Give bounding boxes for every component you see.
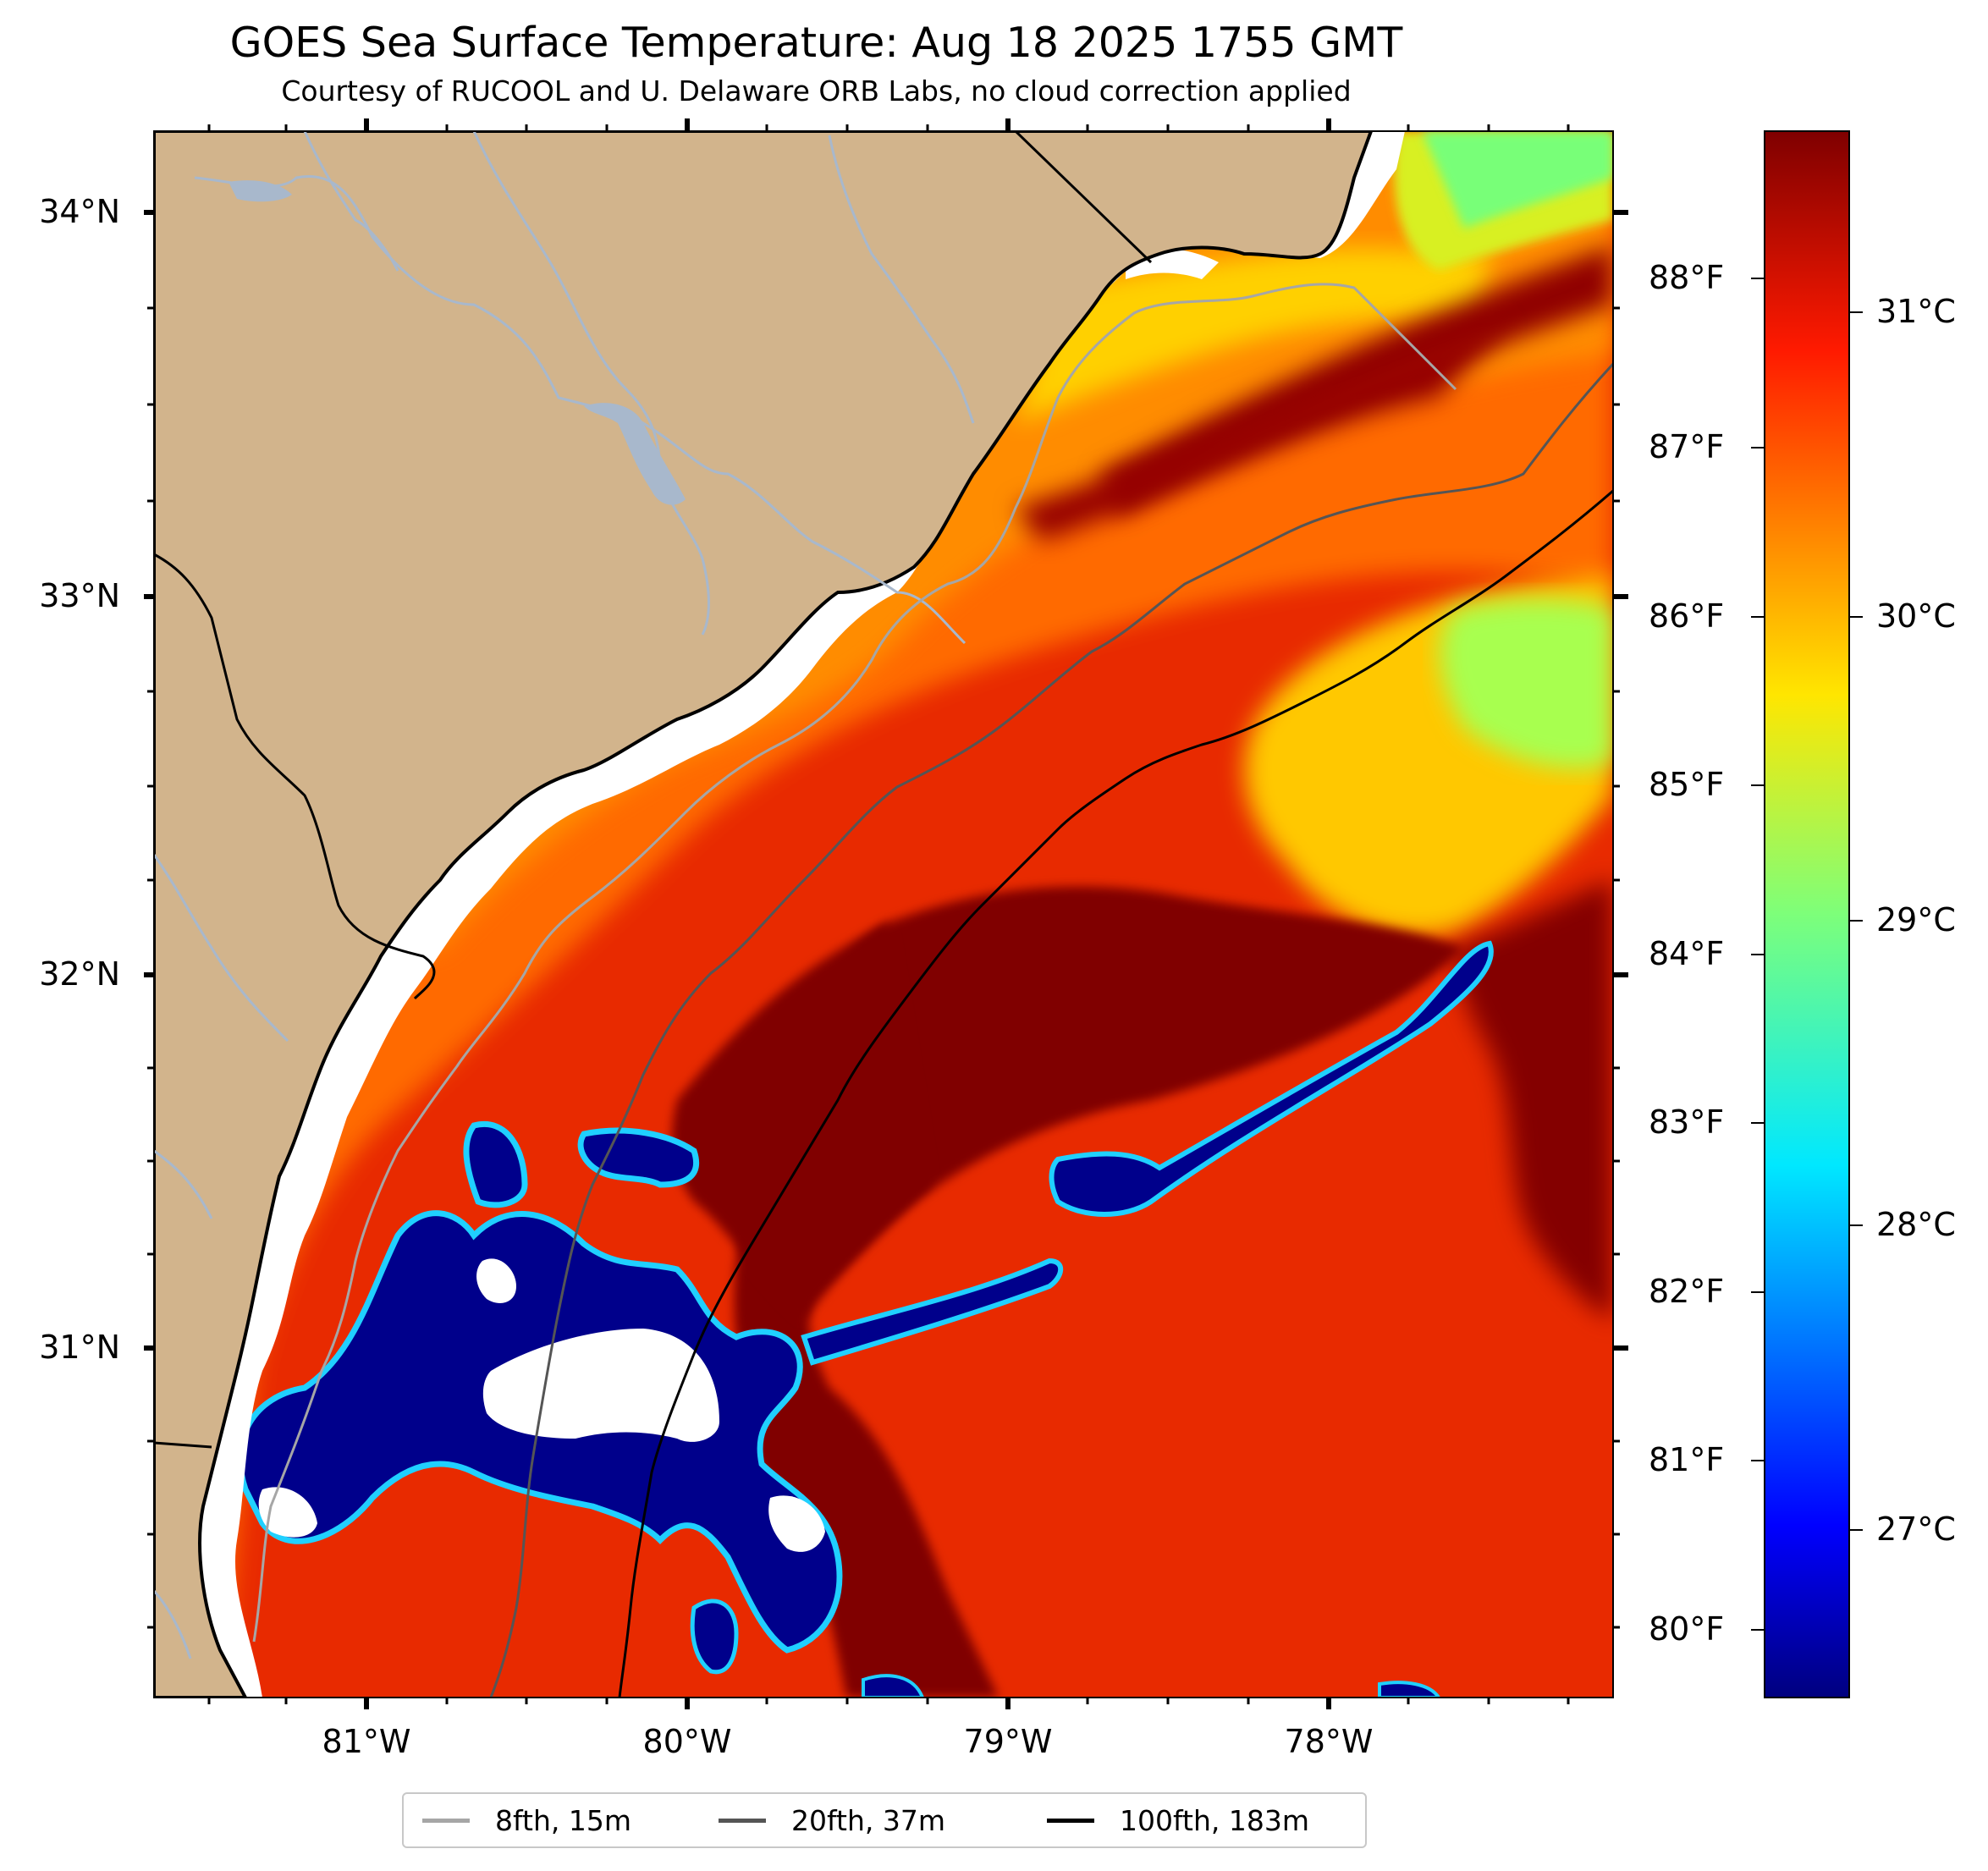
- lat-label-33: 33°N: [39, 577, 120, 614]
- state-borders: [154, 131, 1153, 1449]
- isobath-20fth: [489, 362, 1613, 1698]
- gulf-stream-core: [734, 886, 1464, 1698]
- cloud-patch-3: [768, 1495, 825, 1552]
- cbar-c-27: 27°C: [1876, 1511, 1956, 1548]
- eddy-green-core: [1440, 599, 1613, 768]
- lake-marion: [584, 403, 686, 505]
- cloud-patch-1: [476, 1258, 516, 1303]
- river-2: [303, 131, 399, 272]
- cbar-f-80: 80°F: [1649, 1610, 1725, 1648]
- lat-label-31: 31°N: [39, 1329, 120, 1366]
- border-sc-ga: [154, 553, 436, 1000]
- isobaths: [252, 283, 1613, 1698]
- cbar-c-30: 30°C: [1876, 597, 1956, 635]
- legend-label-20fth: 20fth, 37m: [791, 1803, 945, 1837]
- coastal-yellow-water: [1016, 248, 1490, 423]
- minor-ticks: [147, 124, 1620, 1704]
- lat-label-32: 32°N: [39, 955, 120, 993]
- cold-patch-small-north: [463, 1121, 528, 1208]
- figure-title: GOES Sea Surface Temperature: Aug 18 202…: [229, 19, 1403, 67]
- cbar-c-28: 28°C: [1876, 1206, 1956, 1243]
- border-nc-sc: [1014, 131, 1153, 264]
- cbar-f-86: 86°F: [1649, 597, 1725, 635]
- lon-label-78: 78°W: [1284, 1723, 1374, 1760]
- cbar-c-29: 29°C: [1876, 901, 1956, 938]
- lon-label-79: 79°W: [963, 1723, 1053, 1760]
- legend-swatch-100fth: [1047, 1818, 1094, 1823]
- colorbar-ticks: [1751, 278, 1863, 1631]
- lon-label-80: 80°W: [642, 1723, 732, 1760]
- river-6: [154, 1149, 213, 1219]
- lat-label-34: 34°N: [39, 193, 120, 230]
- legend-label-8fth: 8fth, 15m: [495, 1803, 632, 1837]
- cbar-f-82: 82°F: [1649, 1273, 1725, 1310]
- lake-north: [229, 180, 292, 202]
- no-data-areas: [258, 248, 1219, 1552]
- legend-label-100fth: 100fth, 183m: [1120, 1803, 1309, 1837]
- land-mass: [154, 131, 1374, 1698]
- cbar-f-88: 88°F: [1649, 259, 1725, 296]
- gulf-stream-streak-mid: [1016, 322, 1506, 542]
- legend-item-8fth: 8fth, 15m: [422, 1794, 631, 1846]
- legend-swatch-20fth: [719, 1818, 766, 1823]
- border-ga-fl: [154, 1441, 212, 1449]
- northeast-plume-green: [1422, 131, 1613, 228]
- cbar-f-85: 85°F: [1649, 766, 1725, 803]
- cold-filament-west: [801, 1257, 1064, 1366]
- gulf-stream-west-lobe: [672, 922, 931, 1320]
- river-3: [472, 131, 710, 636]
- legend-item-100fth: 100fth, 183m: [1047, 1794, 1309, 1846]
- cold-patch-north-center: [577, 1127, 700, 1188]
- gulf-stream-east: [1456, 880, 1613, 1320]
- cbar-f-81: 81°F: [1649, 1441, 1725, 1478]
- legend-swatch-8fth: [422, 1818, 470, 1823]
- cloud-patch-2: [482, 1329, 719, 1442]
- cbar-f-83: 83°F: [1649, 1103, 1725, 1141]
- cbar-f-87: 87°F: [1649, 428, 1725, 465]
- cold-patch-south: [690, 1599, 739, 1675]
- cbar-f-84: 84°F: [1649, 935, 1725, 972]
- isobath-legend: 8fth, 15m 20fth, 37m 100fth, 183m: [402, 1792, 1367, 1848]
- colorbar: [1764, 130, 1850, 1698]
- river-7: [154, 1589, 192, 1659]
- axis-ticks: [144, 118, 1628, 1709]
- map-frame: [153, 130, 1614, 1698]
- river-5: [154, 854, 289, 1043]
- isobath-100fth: [618, 489, 1613, 1698]
- figure-subtitle: Courtesy of RUCOOL and U. Delaware ORB L…: [281, 74, 1352, 107]
- cbar-c-31: 31°C: [1876, 293, 1956, 330]
- lon-label-81: 81°W: [322, 1723, 411, 1760]
- legend-item-20fth: 20fth, 37m: [719, 1794, 945, 1846]
- isobath-8fth: [252, 283, 1457, 1643]
- cold-filament-east: [1049, 940, 1494, 1217]
- river-4: [828, 135, 975, 424]
